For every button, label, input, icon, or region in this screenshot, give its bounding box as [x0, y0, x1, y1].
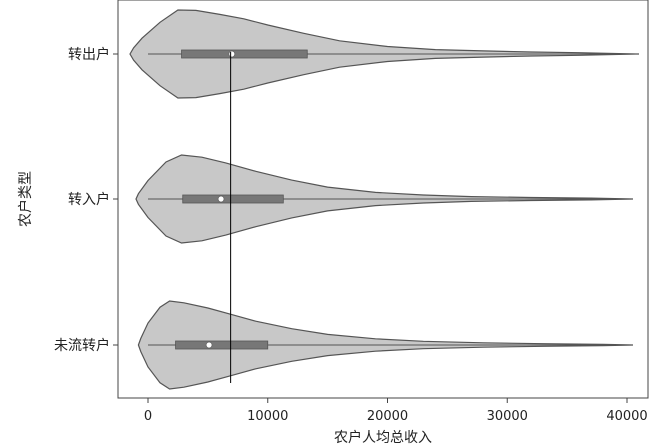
median-marker-3	[205, 341, 213, 349]
x-tick-label-0: 0	[144, 409, 152, 424]
median-marker-1	[228, 50, 236, 58]
x-tick-label-4: 40000	[606, 409, 647, 424]
x-tick-label-1: 10000	[247, 409, 288, 424]
x-tick-label-2: 20000	[367, 409, 408, 424]
iqr-box-3	[175, 340, 269, 350]
y-category-label-0: 转出户	[68, 46, 110, 63]
violin-group	[129, 9, 640, 390]
median-marker-2	[217, 195, 225, 203]
y-category-label-1: 转入户	[68, 191, 110, 208]
x-axis-ticks: 0 10000 20000 30000 40000	[144, 398, 648, 424]
x-axis-title: 农户人均总收入	[334, 429, 432, 446]
iqr-box-2	[182, 194, 284, 204]
x-tick-label-3: 30000	[487, 409, 528, 424]
y-axis-title: 农户类型	[17, 171, 34, 227]
iqr-box-1	[181, 49, 308, 59]
y-category-label-2: 未流转户	[54, 337, 110, 354]
